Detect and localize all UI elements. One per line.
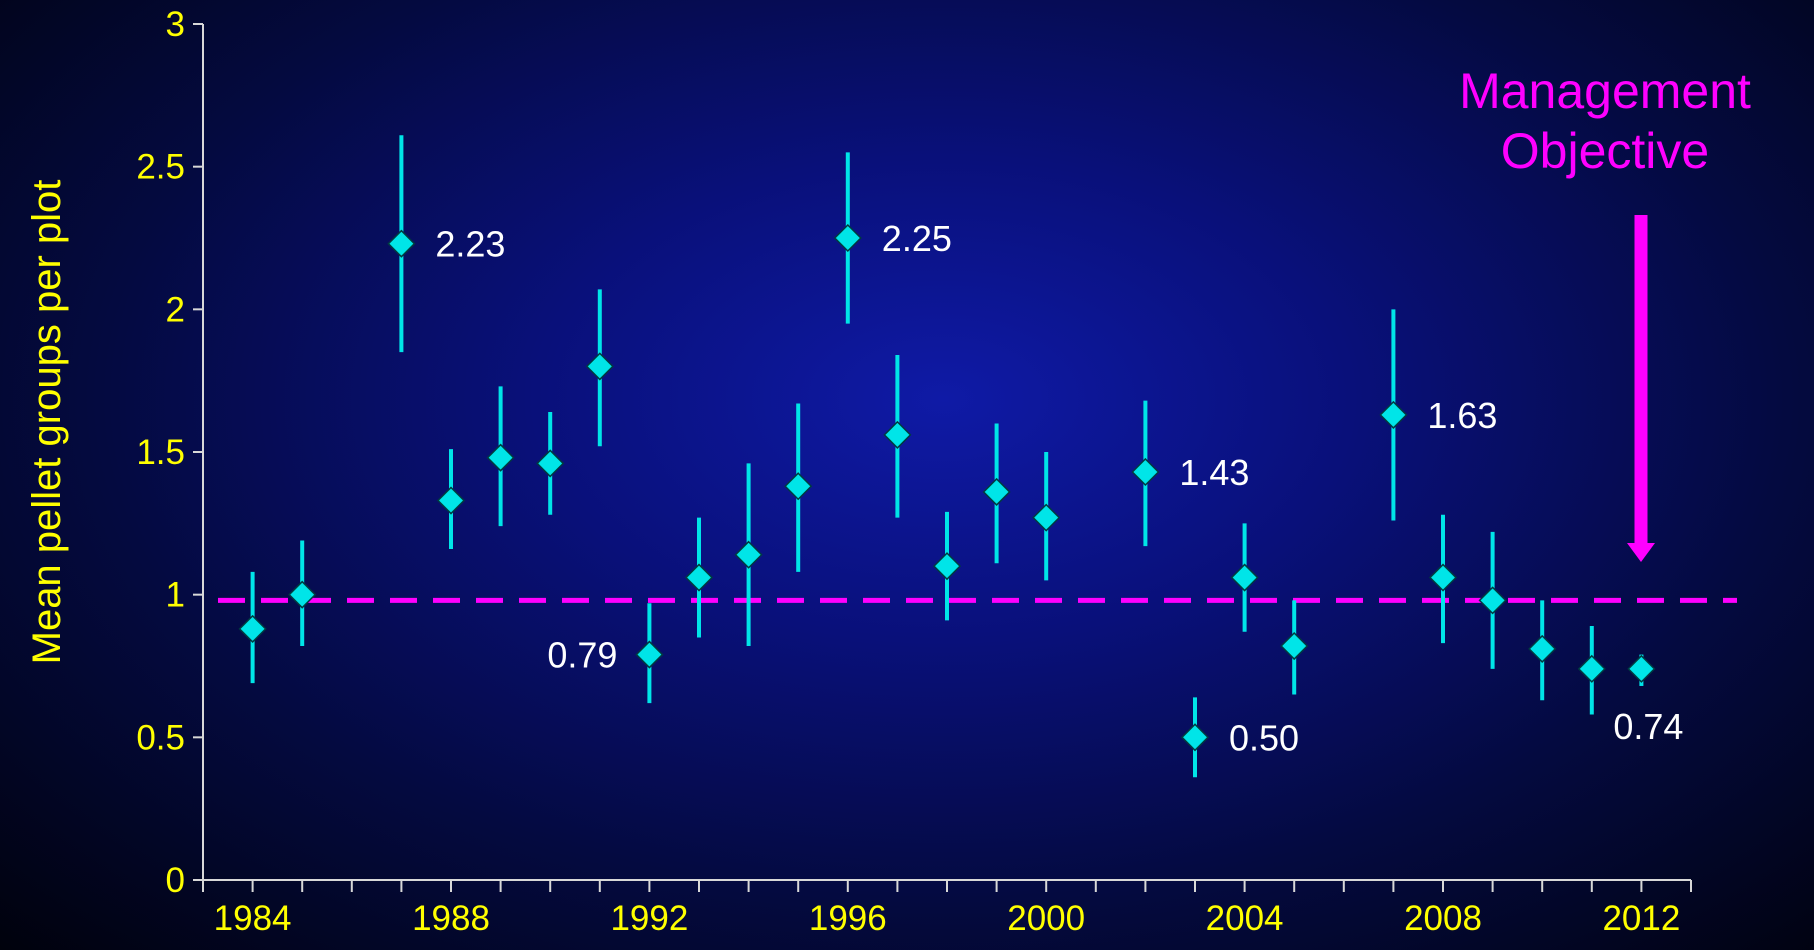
y-tick-label: 1 <box>166 576 185 615</box>
annotation-line-1: Management <box>1459 63 1751 119</box>
data-point <box>1180 723 1210 752</box>
data-point <box>1280 631 1309 661</box>
data-point <box>1478 586 1507 615</box>
x-tick-label: 2012 <box>1602 899 1680 938</box>
data-point <box>1032 503 1061 532</box>
data-markers <box>238 223 1656 752</box>
y-axis-title: Mean pellet groups per plot <box>25 180 69 665</box>
annotation-arrow-head <box>1627 543 1655 562</box>
data-label: 0.79 <box>547 635 617 676</box>
data-label: 1.43 <box>1179 452 1249 493</box>
annotation-line-2: Objective <box>1501 123 1709 179</box>
data-label: 2.25 <box>882 218 952 259</box>
data-label: 2.23 <box>435 224 505 265</box>
data-point <box>932 552 962 581</box>
y-tick-label: 2 <box>166 290 185 329</box>
x-tick-label: 1992 <box>610 899 688 938</box>
data-labels: 2.23 0.79 2.25 1.43 0.50 1.63 0.74 <box>435 218 1683 758</box>
data-point <box>536 449 565 478</box>
x-tick-label: 2004 <box>1206 899 1284 938</box>
data-label: 0.50 <box>1229 717 1299 758</box>
data-point <box>1230 563 1259 592</box>
data-point <box>1577 654 1606 683</box>
data-point <box>1428 563 1458 592</box>
data-point <box>1528 634 1557 663</box>
y-tick-label: 1.5 <box>136 433 185 472</box>
data-point <box>585 352 614 381</box>
data-point <box>784 472 813 501</box>
data-point <box>684 563 714 592</box>
data-label: 0.74 <box>1613 706 1683 747</box>
x-tick-label: 2008 <box>1404 899 1482 938</box>
data-point <box>1627 654 1656 683</box>
data-point <box>833 223 862 253</box>
data-point <box>387 229 416 258</box>
y-tick-label: 3 <box>166 5 185 44</box>
data-label: 1.63 <box>1427 395 1497 436</box>
data-point <box>635 640 664 669</box>
data-point <box>436 486 466 515</box>
y-tick-label: 0 <box>166 861 185 900</box>
data-point <box>883 420 912 449</box>
data-point <box>734 540 763 569</box>
data-point <box>1379 400 1408 429</box>
x-tick-label: 1996 <box>809 899 887 938</box>
data-point <box>1131 457 1160 487</box>
x-tick-label: 2000 <box>1007 899 1085 938</box>
data-point <box>238 614 267 643</box>
axes: 0 0.5 1 1.5 2 2.5 3 1984 1988 1992 1996 2000 2004 200… <box>25 5 1692 938</box>
data-point <box>288 580 317 609</box>
x-tick-label: 1988 <box>412 899 490 938</box>
y-tick-label: 2.5 <box>136 148 185 187</box>
y-tick-label: 0.5 <box>136 718 185 757</box>
data-point <box>486 443 515 472</box>
x-tick-label: 1984 <box>214 899 292 938</box>
data-point <box>982 477 1011 507</box>
